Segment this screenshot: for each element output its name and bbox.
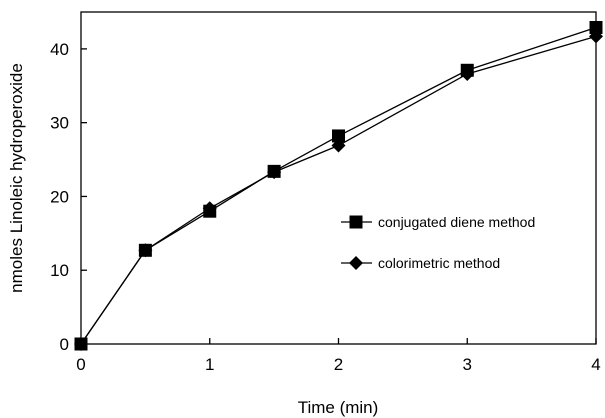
data-point <box>332 129 345 143</box>
legend-entry: conjugated diene method <box>341 214 535 230</box>
y-tick-label: 20 <box>50 187 69 206</box>
y-tick-label: 30 <box>50 114 69 133</box>
x-tick-label: 4 <box>591 355 600 374</box>
legend-marker-diamond <box>349 256 363 270</box>
data-point <box>203 204 217 218</box>
series-line <box>80 26 597 345</box>
series-layer <box>74 20 603 351</box>
series-diamond <box>74 29 603 351</box>
data-point <box>74 337 88 351</box>
y-axis-title: nmoles Linoleic hydroperoxide <box>7 63 26 293</box>
x-tick-label: 2 <box>334 355 343 374</box>
y-tick-label: 40 <box>50 40 69 59</box>
series-square <box>74 20 603 351</box>
y-tick-label: 0 <box>60 335 69 354</box>
x-axis-title: Time (min) <box>298 398 379 417</box>
legend-label: colorimetric method <box>378 255 500 271</box>
data-point <box>267 164 281 178</box>
data-point <box>460 63 474 77</box>
legend: conjugated diene method colorimetric meth… <box>341 214 535 271</box>
x-tick-label: 3 <box>463 355 472 374</box>
y-tick-label: 10 <box>50 261 69 280</box>
x-tick-label: 0 <box>76 355 85 374</box>
series-line <box>80 35 597 345</box>
data-point <box>589 20 603 34</box>
legend-label: conjugated diene method <box>378 214 535 230</box>
data-point <box>138 243 152 257</box>
plot-frame <box>80 11 597 345</box>
legend-entry: colorimetric method <box>341 255 500 271</box>
legend-marker-square <box>349 215 363 229</box>
x-tick-label: 1 <box>205 355 214 374</box>
